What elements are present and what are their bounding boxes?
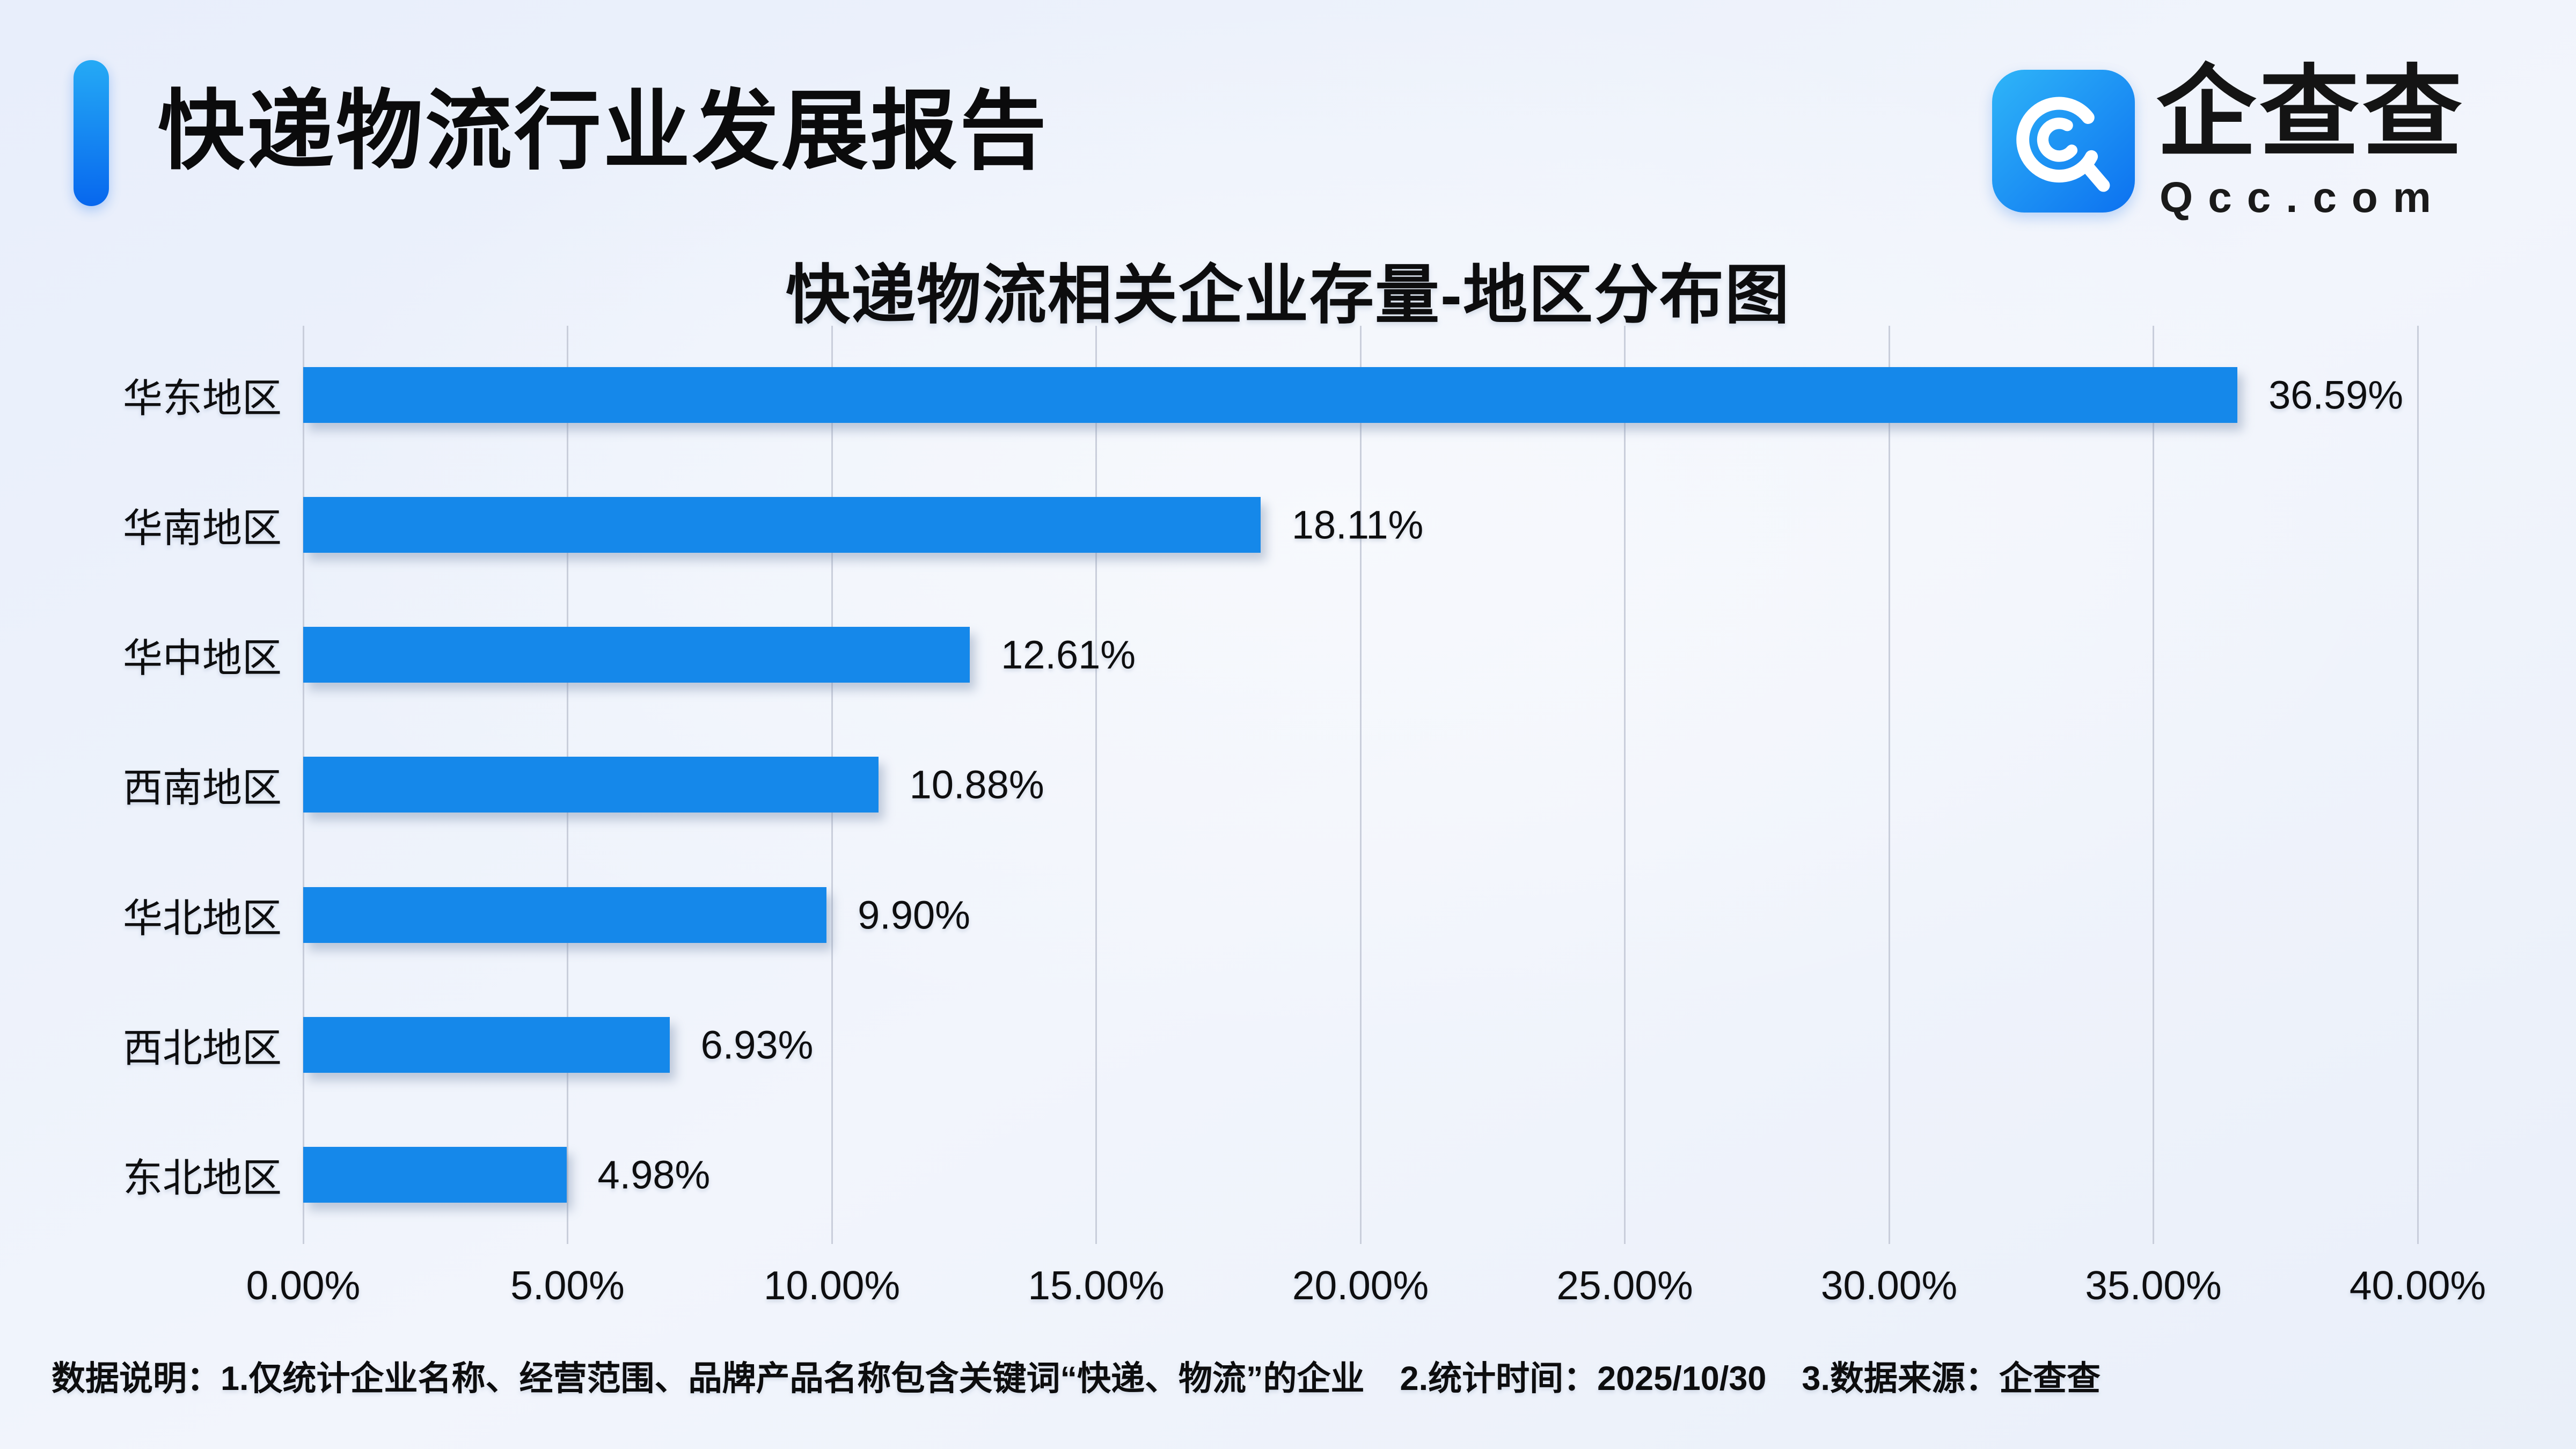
data-note-statistics-scope: 数据说明：1.仅统计企业名称、经营范围、品牌产品名称包含关键词“快递、物流”的企… [52, 1360, 1365, 1397]
x-axis-tick-label: 30.00% [1820, 1263, 1958, 1308]
category-label: 西南地区 [123, 765, 282, 810]
chart-row: 东北地区 4.98% [123, 1110, 2418, 1240]
title-accent-bar [74, 60, 109, 206]
gridline [1888, 326, 1890, 1244]
bar [303, 1146, 567, 1203]
chart-title: 快递物流相关企业存量-地区分布图 [786, 259, 1790, 331]
category-label: 西北地区 [123, 1026, 282, 1071]
chart-row: 华东地区 36.59% [123, 330, 2418, 460]
x-axis-tick-label: 25.00% [1556, 1263, 1693, 1308]
category-label: 华北地区 [123, 896, 282, 941]
value-label: 10.88% [909, 762, 1044, 807]
x-axis-tick-label: 10.00% [763, 1263, 901, 1308]
category-label: 华南地区 [123, 506, 282, 551]
brand-text: 企查查 Qcc.com [2156, 63, 2465, 222]
brand-domain: Qcc.com [2160, 173, 2446, 221]
report-title: 快递物流行业发展报告 [158, 83, 1049, 180]
value-label: 36.59% [2268, 372, 2404, 418]
bar [303, 367, 2238, 423]
x-axis-tick-label: 35.00% [2085, 1263, 2222, 1308]
x-axis: 0.00% 5.00% 10.00% 15.00% 20.00% 25.00% 30.00%… [246, 1262, 2486, 1316]
data-note-data-source: 3.数据来源：企查查 [1802, 1360, 2101, 1397]
brand-name: 企查查 [2156, 57, 2466, 169]
bar [303, 497, 1261, 553]
value-label: 18.11% [1291, 502, 1424, 547]
gridline [1624, 326, 1626, 1244]
bar [303, 1016, 670, 1073]
value-label: 9.90% [858, 892, 970, 938]
bar [303, 887, 827, 943]
category-label: 东北地区 [123, 1155, 282, 1201]
x-axis-tick-label: 0.00% [246, 1263, 361, 1308]
chart-row: 西北地区 6.93% [123, 980, 2418, 1110]
plot-area: 华东地区 36.59% 华南地区 18.11% 华中地区 12.61% 西南地区 10.88%… [123, 326, 2419, 1244]
gridline [1359, 326, 1362, 1244]
chart-row: 西南地区 10.88% [123, 720, 2418, 850]
qcc-brand: 企查查 Qcc.com [1992, 63, 2465, 222]
x-axis-tick-label: 5.00% [510, 1263, 625, 1308]
value-label: 6.93% [700, 1022, 814, 1067]
gridline [2153, 326, 2154, 1244]
chart-row: 华北地区 9.90% [123, 850, 2418, 980]
bar [303, 757, 879, 813]
value-label: 12.61% [1001, 632, 1136, 677]
qcc-logo-icon [1992, 70, 2135, 213]
category-label: 华中地区 [123, 635, 282, 680]
x-axis-tick-label: 15.00% [1028, 1263, 1165, 1308]
gridline [1095, 326, 1097, 1244]
data-notes: 数据说明：1.仅统计企业名称、经营范围、品牌产品名称包含关键词“快递、物流”的企… [52, 1351, 2101, 1400]
chart-row: 华中地区 12.61% [123, 590, 2418, 720]
value-label: 4.98% [597, 1152, 711, 1197]
x-axis-tick-label: 40.00% [2349, 1263, 2486, 1308]
data-note-statistics-date: 2.统计时间：2025/10/30 [1400, 1360, 1767, 1397]
category-label: 华东地区 [123, 376, 282, 421]
gridline [2417, 326, 2419, 1244]
x-axis-tick-label: 20.00% [1292, 1263, 1429, 1308]
bar [303, 627, 970, 683]
chart-row: 华南地区 18.11% [123, 460, 2418, 590]
